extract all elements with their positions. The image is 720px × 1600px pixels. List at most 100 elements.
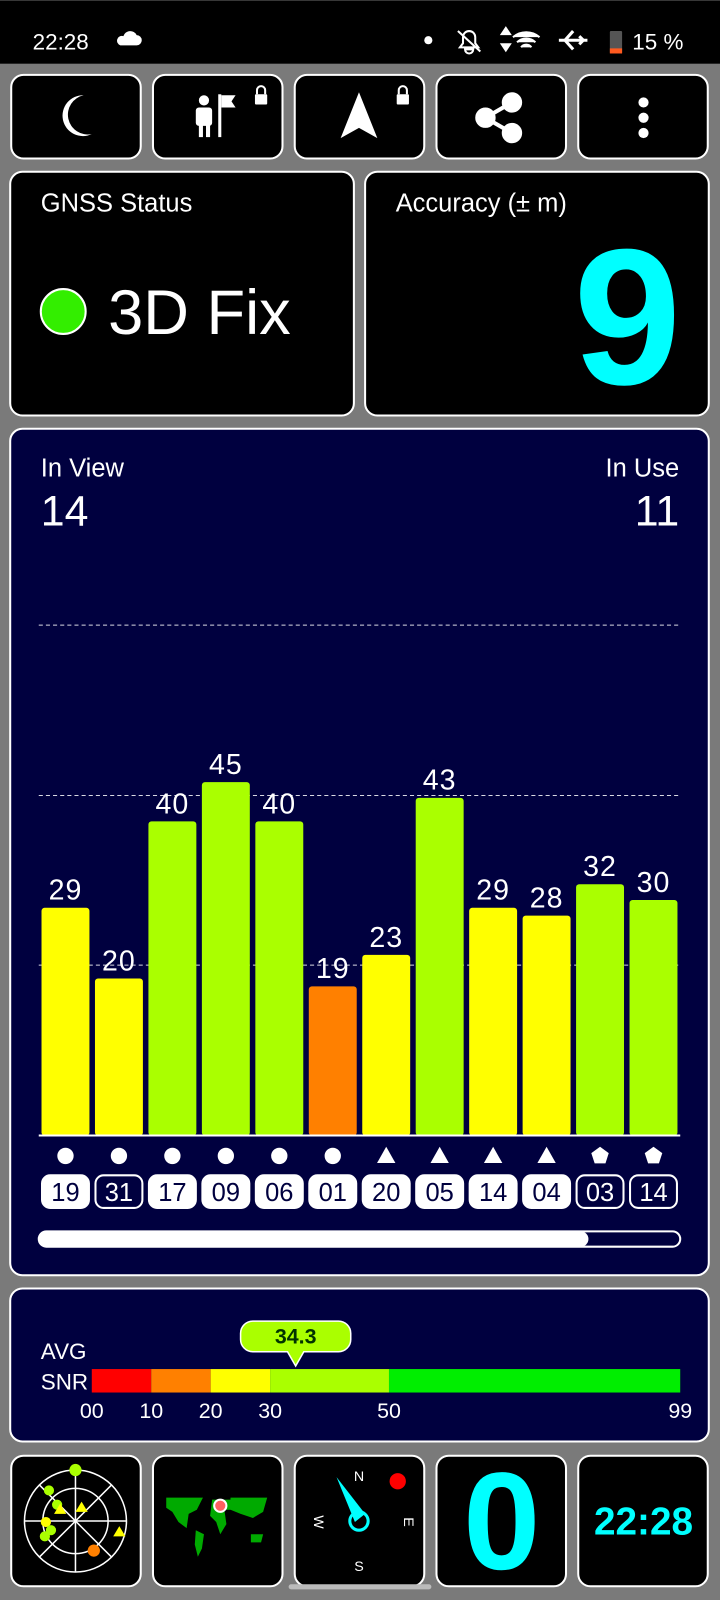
scrollbar-thumb[interactable] bbox=[38, 1231, 589, 1247]
snr-band bbox=[91, 1369, 152, 1393]
airplane-icon bbox=[558, 30, 588, 51]
satellite-id: 14 bbox=[639, 1179, 667, 1207]
bar-value-label: 43 bbox=[423, 765, 457, 797]
satellite-id-box bbox=[308, 1174, 358, 1209]
toolbar bbox=[10, 73, 709, 160]
navigation-icon bbox=[340, 85, 409, 139]
share-icon bbox=[475, 92, 523, 144]
bar-value-label: 29 bbox=[476, 875, 510, 907]
constellation-marker bbox=[324, 1147, 341, 1165]
satellite-id: 04 bbox=[532, 1179, 560, 1207]
satellite-id-box bbox=[361, 1174, 411, 1209]
fix-indicator bbox=[39, 288, 87, 335]
compass-icon: N S E W bbox=[310, 1469, 416, 1575]
satellite-id: 01 bbox=[319, 1179, 347, 1207]
avg-snr-scale: 00 10 20 30 50 99 34.3 bbox=[80, 1320, 692, 1423]
constellation-marker bbox=[271, 1147, 288, 1165]
bar-value-label: 28 bbox=[530, 882, 564, 914]
satellite-id: 20 bbox=[372, 1179, 400, 1207]
notification-dot bbox=[424, 36, 433, 45]
world-map-icon bbox=[166, 1497, 268, 1557]
satellite-id-box bbox=[522, 1174, 572, 1209]
snr-tick-label: 20 bbox=[199, 1399, 223, 1423]
constellation-marker bbox=[217, 1147, 235, 1165]
bar-value-label: 32 bbox=[583, 851, 617, 883]
satellite-id-box bbox=[468, 1174, 518, 1209]
satellite-id: 03 bbox=[586, 1179, 614, 1207]
bar bbox=[469, 907, 518, 1136]
menu-icon bbox=[638, 97, 649, 139]
battery-percent: 15 % bbox=[632, 29, 683, 54]
bar bbox=[576, 884, 625, 1136]
compass-w: W bbox=[310, 1515, 326, 1529]
constellation-marker bbox=[57, 1147, 74, 1165]
wifi-icon bbox=[499, 26, 541, 53]
snr-tick-label: 30 bbox=[258, 1399, 282, 1423]
snr-tick-label: 10 bbox=[139, 1399, 163, 1423]
status-time: 22:28 bbox=[33, 29, 89, 54]
satellite-id-box bbox=[629, 1174, 678, 1209]
bar bbox=[308, 986, 357, 1136]
home-indicator[interactable] bbox=[288, 1584, 432, 1590]
satellite-id: 19 bbox=[51, 1179, 79, 1207]
bar bbox=[201, 782, 250, 1136]
accuracy-value: 9 bbox=[573, 210, 681, 426]
bar bbox=[94, 978, 143, 1136]
snr-chart: 29 19 20 31 40 17 45 09 40 06 19 01 23 20 43 05 29 14 28 04… bbox=[38, 624, 681, 1209]
bar-value-label: 23 bbox=[369, 922, 403, 954]
moon-icon bbox=[62, 95, 92, 137]
constellation-marker bbox=[537, 1146, 556, 1164]
avg-snr-pointer bbox=[239, 1320, 352, 1368]
satellite-id-box bbox=[147, 1174, 197, 1209]
snr-label: SNR bbox=[41, 1369, 88, 1394]
gnss-status-panel bbox=[9, 170, 355, 417]
bar-value-label: 19 bbox=[316, 953, 350, 985]
satellite-id: 14 bbox=[479, 1179, 507, 1207]
share-button[interactable] bbox=[435, 73, 568, 160]
satellite-id-box bbox=[94, 1174, 144, 1209]
constellation-marker bbox=[377, 1146, 396, 1164]
battery-icon bbox=[609, 31, 623, 54]
speed-tile[interactable] bbox=[435, 1454, 568, 1588]
satellite-id-box bbox=[201, 1174, 251, 1209]
snr-tick-label: 50 bbox=[377, 1399, 401, 1423]
battery-level bbox=[609, 48, 623, 54]
constellation-marker bbox=[164, 1147, 181, 1165]
markers-button[interactable] bbox=[151, 73, 284, 160]
bar bbox=[362, 954, 411, 1136]
bar bbox=[41, 907, 90, 1136]
in-view-label: In View bbox=[41, 455, 125, 483]
satellite-id-box bbox=[41, 1174, 90, 1209]
satellite-id: 17 bbox=[158, 1179, 186, 1207]
snr-band bbox=[151, 1369, 211, 1393]
bar bbox=[629, 899, 678, 1136]
clock-value: 22:28 bbox=[594, 1500, 693, 1543]
bar-value-label: 45 bbox=[209, 749, 243, 781]
night-mode-button[interactable] bbox=[10, 73, 142, 160]
avg-label: AVG bbox=[41, 1339, 87, 1364]
satellite-id: 09 bbox=[212, 1179, 240, 1207]
status-bar bbox=[0, 0, 720, 64]
snr-band bbox=[388, 1369, 681, 1393]
snr-band bbox=[210, 1369, 271, 1393]
compass-e: E bbox=[400, 1517, 416, 1527]
satellite-id: 06 bbox=[265, 1179, 293, 1207]
accuracy-panel bbox=[364, 170, 710, 417]
clock-tile[interactable] bbox=[577, 1454, 709, 1588]
satellite-id: 31 bbox=[105, 1179, 133, 1207]
speed-value: 0 bbox=[463, 1444, 540, 1599]
weather-icon bbox=[117, 31, 142, 46]
bar bbox=[148, 821, 197, 1136]
avg-snr-value: 34.3 bbox=[275, 1325, 317, 1349]
bar bbox=[255, 821, 304, 1136]
constellation-marker bbox=[591, 1146, 609, 1164]
constellation-marker bbox=[430, 1146, 449, 1164]
in-view-value: 14 bbox=[41, 488, 89, 536]
snr-band bbox=[270, 1369, 389, 1393]
avg-snr-panel bbox=[9, 1287, 710, 1443]
snr-tick-label: 99 bbox=[668, 1399, 692, 1423]
satellite-id: 05 bbox=[425, 1179, 453, 1207]
mute-icon bbox=[457, 30, 482, 55]
